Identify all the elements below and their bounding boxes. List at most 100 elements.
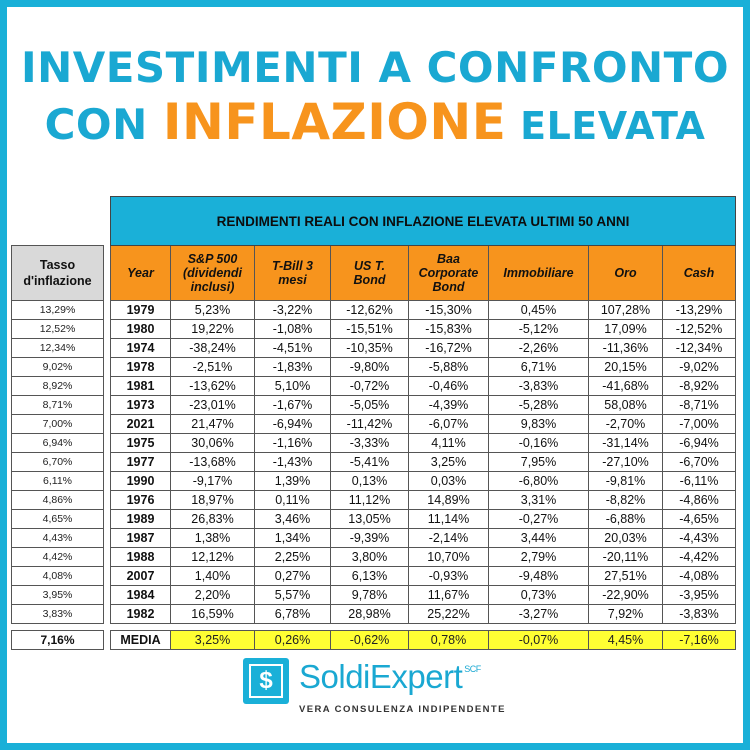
spacer-cell	[110, 623, 736, 631]
table-row: 1978 -2,51% -1,83% -9,80% -5,88% 6,71% 20,15% -…	[110, 357, 736, 377]
inflation-rate-cell: 6,11%	[11, 471, 104, 491]
inflation-rate-cell: 8,71%	[11, 395, 104, 415]
return-cell: -0,72%	[330, 376, 409, 396]
return-cell: 20,03%	[588, 528, 663, 548]
media-row: MEDIA 3,25% 0,26% -0,62% 0,78% -0,07% 4,45% -7,…	[110, 630, 736, 650]
return-cell: 14,89%	[408, 490, 489, 510]
return-cell: -4,43%	[662, 528, 736, 548]
column-header: Year	[110, 245, 171, 301]
dollar-glyph: $	[249, 664, 283, 698]
return-cell: -22,90%	[588, 585, 663, 605]
return-cell: -2,26%	[488, 338, 589, 358]
return-cell: 0,03%	[408, 471, 489, 491]
inflation-row: 3,95%	[11, 585, 104, 605]
column-header-line: Corporate	[418, 266, 479, 280]
spacer-cell	[11, 623, 104, 631]
return-cell: -31,14%	[588, 433, 663, 453]
inflation-average-cell: 7,16%	[11, 630, 104, 650]
return-cell: -6,07%	[408, 414, 489, 434]
table-banner-row: RENDIMENTI REALI CON INFLAZIONE ELEVATA …	[110, 196, 736, 246]
return-cell: 3,46%	[254, 509, 331, 529]
inflation-row: 6,94%	[11, 433, 104, 453]
return-cell: 4,11%	[408, 433, 489, 453]
media-value-cell: 0,78%	[408, 630, 489, 650]
table-row: 1977 -13,68% -1,43% -5,41% 3,25% 7,95% -27,10%…	[110, 452, 736, 472]
media-value-cell: -0,62%	[330, 630, 409, 650]
return-cell: 16,59%	[170, 604, 255, 624]
inflation-row: 4,42%	[11, 547, 104, 567]
return-cell: -3,33%	[330, 433, 409, 453]
return-cell: -4,42%	[662, 547, 736, 567]
column-header: Oro	[588, 245, 663, 301]
return-cell: -13,62%	[170, 376, 255, 396]
return-cell: 9,78%	[330, 585, 409, 605]
return-cell: 11,67%	[408, 585, 489, 605]
return-cell: 1,39%	[254, 471, 331, 491]
return-cell: -23,01%	[170, 395, 255, 415]
inflation-row: 9,02%	[11, 357, 104, 377]
column-header-line: inclusi)	[190, 280, 235, 294]
return-cell: -3,83%	[662, 604, 736, 624]
table-row: 1976 18,97% 0,11% 11,12% 14,89% 3,31% -8,82% -4…	[110, 490, 736, 510]
return-cell: -5,88%	[408, 357, 489, 377]
table-row: 2007 1,40% 0,27% 6,13% -0,93% -9,48% 27,51% -4,…	[110, 566, 736, 586]
dollar-icon: $	[243, 658, 289, 704]
return-cell: -0,27%	[488, 509, 589, 529]
inflation-row: 13,29%	[11, 300, 104, 320]
inflation-rate-cell: 6,94%	[11, 433, 104, 453]
column-header-line: T-Bill 3	[272, 259, 313, 273]
inflation-row: 7,00%	[11, 414, 104, 434]
return-cell: 21,47%	[170, 414, 255, 434]
page-title-line2: CON INFLAZIONE ELEVATA	[7, 93, 743, 151]
return-cell: -4,08%	[662, 566, 736, 586]
inflation-rate-cell: 12,34%	[11, 338, 104, 358]
brand-tagline: VERA CONSULENZA INDIPENDENTE	[299, 704, 506, 715]
year-cell: 1981	[110, 376, 171, 396]
return-cell: -5,28%	[488, 395, 589, 415]
return-cell: -15,51%	[330, 319, 409, 339]
column-header: S&P 500 (dividendi inclusi)	[170, 245, 255, 301]
return-cell: 9,83%	[488, 414, 589, 434]
return-cell: -8,71%	[662, 395, 736, 415]
return-cell: -5,41%	[330, 452, 409, 472]
return-cell: -15,83%	[408, 319, 489, 339]
return-cell: 2,20%	[170, 585, 255, 605]
brand-part2: Expert	[369, 658, 463, 695]
real-returns-table: RENDIMENTI REALI CON INFLAZIONE ELEVATA …	[110, 196, 736, 650]
return-cell: 58,08%	[588, 395, 663, 415]
year-cell: 2007	[110, 566, 171, 586]
column-header-line: S&P 500	[187, 252, 238, 266]
inflation-rate-cell: 4,42%	[11, 547, 104, 567]
return-cell: -10,35%	[330, 338, 409, 358]
column-header-line: Baa	[437, 252, 460, 266]
table-row: 1974 -38,24% -4,51% -10,35% -16,72% -2,26% -11…	[110, 338, 736, 358]
spacer-row	[11, 623, 104, 631]
return-cell: -5,05%	[330, 395, 409, 415]
column-header-line: Bond	[353, 273, 386, 287]
return-cell: -2,70%	[588, 414, 663, 434]
return-cell: -1,83%	[254, 357, 331, 377]
table-banner: RENDIMENTI REALI CON INFLAZIONE ELEVATA …	[110, 196, 736, 246]
media-value-cell: -7,16%	[662, 630, 736, 650]
return-cell: 107,28%	[588, 300, 663, 320]
return-cell: 0,13%	[330, 471, 409, 491]
return-cell: 7,95%	[488, 452, 589, 472]
inflation-rate-cell: 9,02%	[11, 357, 104, 377]
return-cell: -13,29%	[662, 300, 736, 320]
return-cell: -9,48%	[488, 566, 589, 586]
return-cell: -4,86%	[662, 490, 736, 510]
return-cell: -27,10%	[588, 452, 663, 472]
media-value-cell: 4,45%	[588, 630, 663, 650]
title-suffix: ELEVATA	[506, 104, 706, 148]
table-row: 1984 2,20% 5,57% 9,78% 11,67% 0,73% -22,90% -3,…	[110, 585, 736, 605]
inflation-rate-cell: 4,08%	[11, 566, 104, 586]
inflation-header-line2: d'inflazione	[23, 274, 92, 288]
return-cell: 5,57%	[254, 585, 331, 605]
return-cell: -2,51%	[170, 357, 255, 377]
year-cell: 1974	[110, 338, 171, 358]
return-cell: -12,34%	[662, 338, 736, 358]
inflation-row: 4,43%	[11, 528, 104, 548]
brand-part1: Soldi	[299, 658, 370, 695]
inflation-header: Tasso d'inflazione	[11, 245, 104, 301]
table-row: 2021 21,47% -6,94% -11,42% -6,07% 9,83% -2,70%…	[110, 414, 736, 434]
